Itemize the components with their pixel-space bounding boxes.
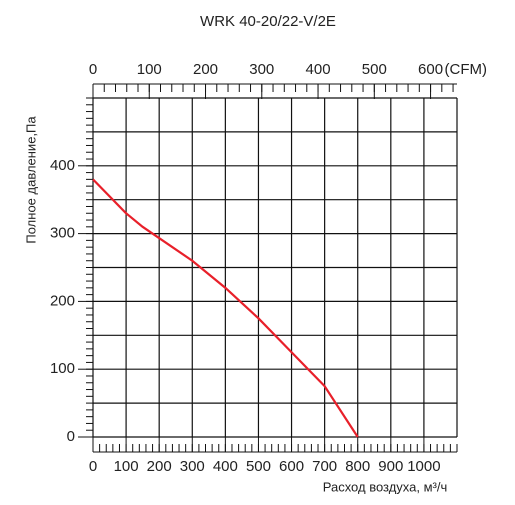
x2-tick-label: 300	[249, 61, 274, 78]
x2-tick-label: 400	[306, 61, 331, 78]
x2-unit: (CFM)	[445, 61, 487, 78]
x-tick-label: 200	[147, 458, 172, 475]
y-axis-label: Полное давление,Па	[23, 116, 38, 244]
x-axis-label: Расход воздуха, м³/ч	[323, 479, 448, 494]
x-tick-label: 100	[114, 458, 139, 475]
x2-tick-label: 200	[193, 61, 218, 78]
y-tick-label: 200	[50, 292, 75, 309]
x-tick-label: 400	[213, 458, 238, 475]
y-tick-label: 100	[50, 360, 75, 377]
x2-tick-label: 600	[418, 61, 443, 78]
curve	[92, 178, 359, 438]
x2-tick-label: 500	[362, 61, 387, 78]
y-tick-label: 0	[67, 428, 75, 445]
x-tick-label: 900	[378, 458, 403, 475]
y-tick-label: 300	[50, 225, 75, 242]
x-tick-label: 800	[345, 458, 370, 475]
x-tick-label: 300	[180, 458, 205, 475]
x-tick-label: 700	[312, 458, 337, 475]
x2-tick-label: 100	[137, 61, 162, 78]
x-tick-label: 0	[89, 458, 97, 475]
chart-title: WRK 40-20/22-V/2E	[200, 13, 336, 30]
y-tick-label: 400	[50, 157, 75, 174]
x-tick-label: 500	[246, 458, 271, 475]
x2-tick-label: 0	[89, 61, 97, 78]
x-tick-label: 600	[279, 458, 304, 475]
x-tick-label: 1000	[407, 458, 440, 475]
